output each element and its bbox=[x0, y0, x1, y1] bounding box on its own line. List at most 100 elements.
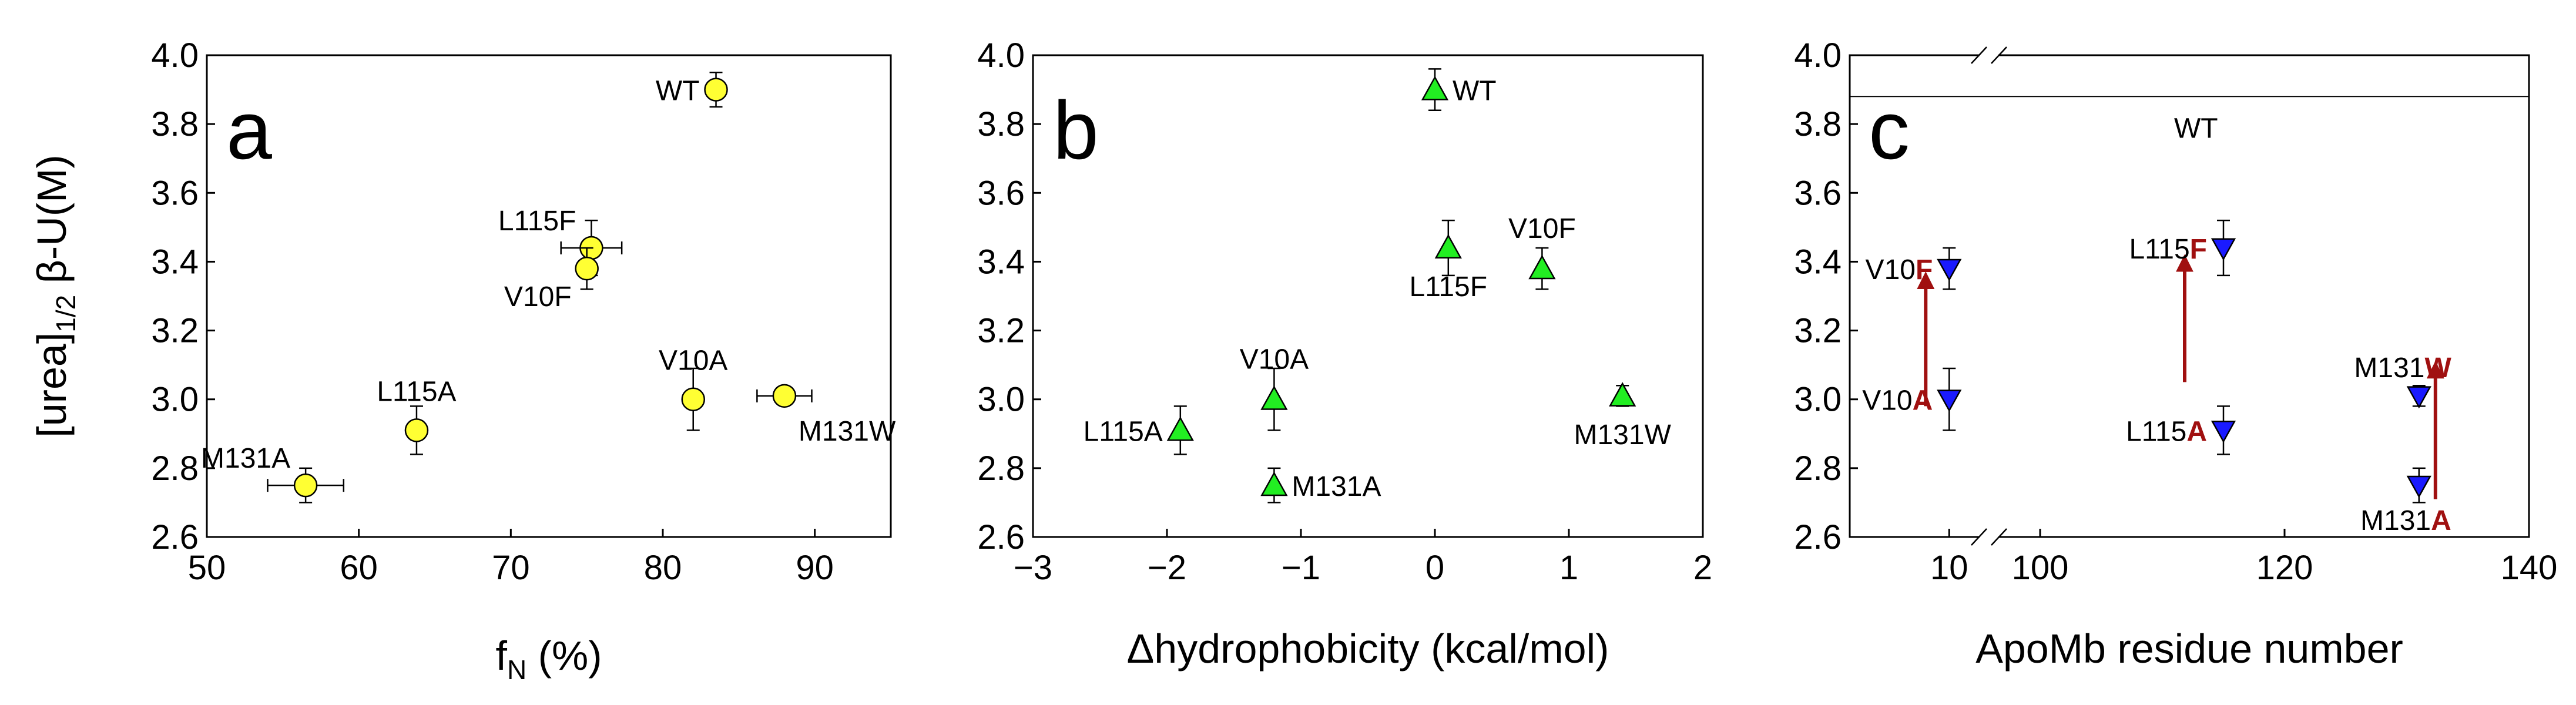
x-title-main: f bbox=[496, 633, 508, 679]
axis-break-mark bbox=[1971, 528, 1987, 546]
mutation-label-residue: A bbox=[2431, 505, 2451, 536]
point-label: L115A bbox=[1084, 416, 1163, 447]
x-tick-label: −1 bbox=[1282, 549, 1320, 587]
data-point bbox=[575, 256, 599, 281]
x-title-sub: N bbox=[507, 654, 526, 685]
panel-b-marks: WT L115F V10F V10A M131W L115A M131A bbox=[1084, 68, 1672, 503]
x-tick-label: 2 bbox=[1693, 549, 1712, 587]
point-label: V10A bbox=[659, 345, 727, 377]
point-label: M131A bbox=[1292, 471, 1381, 502]
axis-break-gap bbox=[1980, 51, 1998, 60]
data-point bbox=[293, 473, 318, 498]
x-tick-label: 90 bbox=[796, 549, 834, 587]
y-title-sub: 1/2 bbox=[51, 295, 81, 333]
axis-break-mark bbox=[1971, 46, 1987, 64]
mutation-label-prefix: L115 bbox=[2126, 416, 2186, 447]
panel-b-ticks: 2.6 2.8 3.0 3.2 3.4 3.6 3.8 4.0 −3 −2 −1 0 1 2 bbox=[977, 36, 1712, 587]
y-tick-label: 3.8 bbox=[977, 105, 1025, 143]
panel-a-ticks: 2.6 2.8 3.0 3.2 3.4 3.6 3.8 4.0 50 60 70 80 90 bbox=[151, 36, 834, 587]
y-tick-label: 4.0 bbox=[1794, 36, 1842, 75]
y-tick-label: 3.2 bbox=[151, 312, 199, 350]
x-tick-label: 80 bbox=[644, 549, 682, 587]
y-tick-label: 3.6 bbox=[1794, 174, 1842, 212]
data-point bbox=[2406, 475, 2431, 498]
point-label: M131A bbox=[201, 443, 290, 474]
panel-c: 2.6 2.8 3.0 3.2 3.4 3.6 3.8 4.0 10 100 120 140 WT V1… bbox=[1794, 36, 2557, 672]
mutation-label-residue: A bbox=[1913, 385, 1933, 417]
y-tick-label: 3.6 bbox=[151, 174, 199, 212]
panel-c-letter: c bbox=[1869, 84, 1910, 176]
data-point bbox=[2406, 386, 2431, 409]
y-tick-label: 3.0 bbox=[977, 381, 1025, 419]
x-tick-label: 60 bbox=[340, 549, 378, 587]
y-tick-label: 4.0 bbox=[151, 36, 199, 75]
point-label: WT bbox=[1453, 76, 1497, 107]
y-tick-label: 3.0 bbox=[1794, 381, 1842, 419]
point-label: M131W bbox=[1574, 419, 1672, 451]
panel-b-letter: b bbox=[1053, 84, 1099, 176]
y-tick-label: 3.6 bbox=[977, 174, 1025, 212]
x-tick-label: 140 bbox=[2501, 549, 2558, 587]
mutation-label: V10A bbox=[1862, 385, 1933, 417]
y-tick-label: 2.6 bbox=[1794, 518, 1842, 556]
y-tick-label: 3.8 bbox=[1794, 105, 1842, 143]
axis-break-mark bbox=[1991, 528, 2007, 546]
data-point bbox=[1260, 385, 1288, 410]
mutation-label-prefix: L115 bbox=[2129, 234, 2189, 265]
data-point bbox=[1609, 382, 1636, 407]
mutation-label: L115A bbox=[2126, 416, 2207, 447]
point-label: V10F bbox=[1508, 213, 1576, 244]
mutation-label-residue: W bbox=[2424, 352, 2451, 384]
mutation-label-prefix: M131 bbox=[2354, 352, 2424, 384]
point-label: L115F bbox=[498, 206, 576, 237]
data-point bbox=[404, 418, 429, 442]
point-label: L115A bbox=[377, 376, 456, 407]
y-tick-label: 3.4 bbox=[977, 243, 1025, 281]
mutation-label-prefix: V10 bbox=[1862, 385, 1912, 417]
x-tick-label: 1 bbox=[1559, 549, 1578, 587]
point-label: M131W bbox=[799, 416, 896, 447]
y-tick-label: 2.8 bbox=[151, 449, 199, 488]
point-label: V10A bbox=[1240, 344, 1309, 375]
data-point bbox=[1166, 416, 1194, 441]
data-point bbox=[1421, 75, 1449, 100]
x-tick-label: −2 bbox=[1148, 549, 1186, 587]
panel-c-ticks: 2.6 2.8 3.0 3.2 3.4 3.6 3.8 4.0 10 100 120 140 bbox=[1794, 36, 2557, 587]
y-tick-label: 3.8 bbox=[151, 105, 199, 143]
axis-break-mark bbox=[1991, 46, 2007, 64]
mutation-label: L115F bbox=[2129, 234, 2207, 265]
data-point bbox=[704, 78, 728, 102]
y-tick-label: 2.6 bbox=[977, 518, 1025, 556]
y-tick-label: 3.0 bbox=[151, 381, 199, 419]
y-tick-label: 2.6 bbox=[151, 518, 199, 556]
y-tick-label: 4.0 bbox=[977, 36, 1025, 75]
y-title-tail: β-U(M) bbox=[29, 155, 75, 295]
x-tick-label: 120 bbox=[2256, 549, 2313, 587]
data-point bbox=[1937, 258, 1962, 281]
mutation-label-residue: F bbox=[2190, 234, 2207, 265]
x-tick-label: 70 bbox=[492, 549, 530, 587]
x-tick-label: 10 bbox=[1930, 549, 1968, 587]
mutation-label: M131W bbox=[2354, 352, 2451, 384]
point-label: L115F bbox=[1410, 271, 1488, 303]
panel-c-frame bbox=[1849, 54, 2530, 538]
data-point bbox=[1260, 471, 1288, 496]
mutation-label-prefix: V10 bbox=[1866, 254, 1916, 286]
mutation-label-prefix: M131 bbox=[2360, 505, 2431, 536]
mutation-label: M131A bbox=[2360, 505, 2451, 536]
x-tick-label: 100 bbox=[2012, 549, 2069, 587]
panel-a-frame bbox=[206, 54, 892, 538]
y-title-main: [urea] bbox=[29, 333, 75, 438]
data-point bbox=[2211, 420, 2236, 444]
y-tick-label: 3.2 bbox=[977, 312, 1025, 350]
mutation-label: V10F bbox=[1866, 254, 1933, 286]
panel-a-marks: WT L115F V10F V10A M131W L115A M131A bbox=[201, 72, 896, 503]
point-label: WT bbox=[656, 76, 700, 107]
axis-break-gap bbox=[1980, 532, 1998, 542]
x-title-tail: (%) bbox=[526, 633, 602, 679]
data-point bbox=[1434, 234, 1462, 259]
data-point bbox=[681, 387, 705, 411]
panel-a-letter: a bbox=[226, 84, 272, 176]
